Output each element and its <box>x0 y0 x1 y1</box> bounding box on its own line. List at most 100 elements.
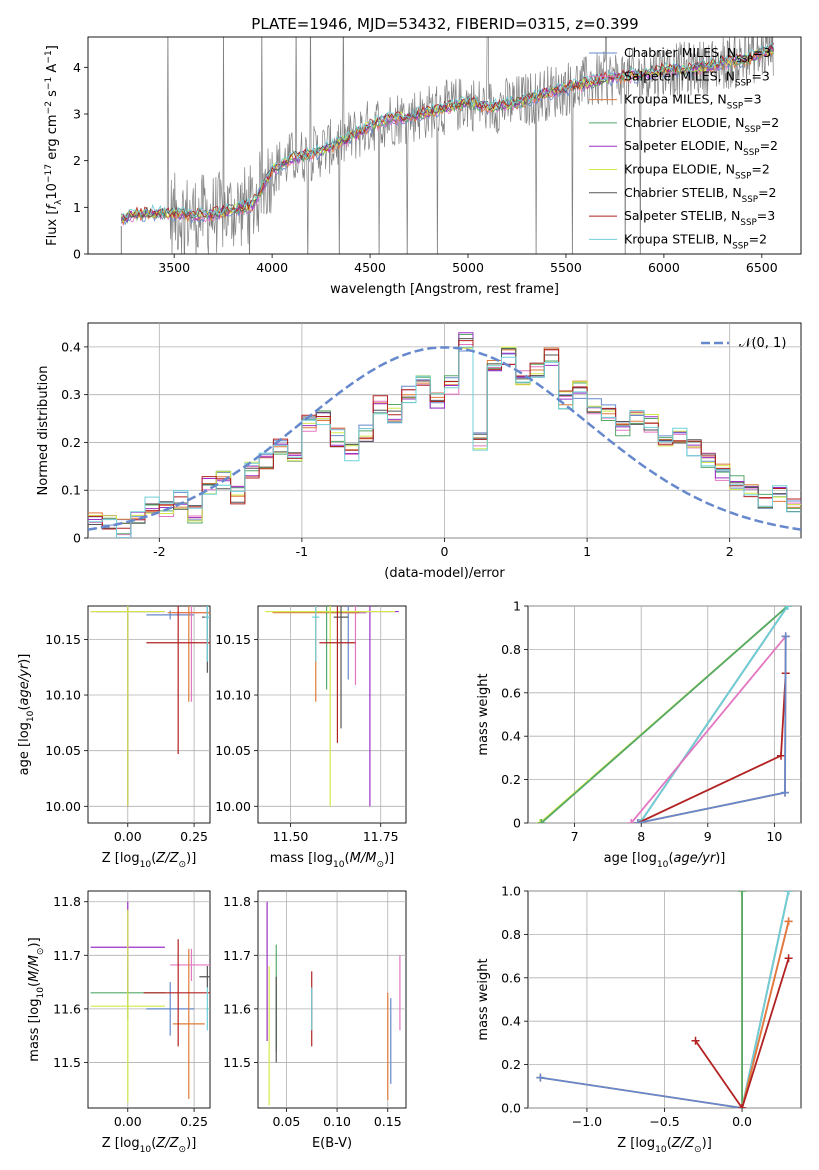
x-axis-label-part: )] <box>384 851 394 866</box>
y-tick-label: 0.6 <box>501 970 521 985</box>
y-tick-label: 0 <box>513 816 521 831</box>
x-tick-label: 3500 <box>158 260 190 275</box>
errorbar-point <box>146 606 210 755</box>
x-axis-label-part: )] <box>186 1136 196 1151</box>
x-axis-label-part: age/yr <box>674 851 717 866</box>
y-tick-label: 0.8 <box>501 927 521 942</box>
y-axis-label-part: )] <box>17 654 32 664</box>
legend-label-part: =2 <box>749 231 767 246</box>
x-axis-label-part: Z/Z <box>671 1136 695 1151</box>
x-tick-label: 0.25 <box>180 1114 208 1129</box>
y-axis-label-part: 10 <box>26 710 36 722</box>
legend-label-part: N <box>726 162 735 177</box>
x-axis-label-part: ( <box>151 1136 156 1151</box>
y-tick-label: 11.8 <box>53 894 81 909</box>
y-tick-label: 11.6 <box>223 1001 251 1016</box>
x-tick-label: 0.00 <box>114 1114 142 1129</box>
y-tick-label: 0.8 <box>501 642 521 657</box>
legend-label: Chabrier MILES, NSSP=3 <box>624 45 771 65</box>
legend-label: Salpeter STELIB, NSSP=3 <box>624 208 775 228</box>
mass-weight-marker <box>536 1073 545 1082</box>
y-axis-label-part: )] <box>27 937 42 947</box>
x-tick-label: 6500 <box>746 260 778 275</box>
x-axis-label-part: mass [log <box>270 851 333 866</box>
legend-label-part: =3 <box>757 208 775 223</box>
y-tick-label: 4 <box>73 60 81 75</box>
mass-weight-marker <box>781 632 790 641</box>
x-tick-label: 11.75 <box>363 829 399 844</box>
x-axis-label-part: Z [log <box>102 1136 140 1151</box>
weight_vs_Z-plot-area <box>536 891 793 1108</box>
legend-label-part: =2 <box>761 115 779 130</box>
legend-label-part: Salpeter MILES, <box>624 68 726 83</box>
legend-label-part: SSP <box>742 195 758 205</box>
spectrum-plot-area <box>120 37 774 254</box>
y-tick-label: 10.05 <box>45 743 81 758</box>
x-axis-label-part: )] <box>715 851 725 866</box>
y-axis-label-part: ⊙ <box>36 947 46 955</box>
errorbar-point <box>333 606 349 729</box>
x-tick-label: 4500 <box>354 260 386 275</box>
mass-weight-marker <box>633 819 642 823</box>
mass-weight-marker <box>777 751 786 760</box>
y-axis-label-part: mass weight <box>476 673 491 755</box>
gaussian-curve <box>88 346 801 531</box>
x-axis-label: Z [log10(Z/Z⊙)] <box>102 1136 197 1155</box>
y-tick-label: 0.6 <box>501 685 521 700</box>
legend-label-part: Salpeter ELODIE, <box>624 138 734 153</box>
y-tick-label: 0.4 <box>501 1014 521 1029</box>
x-axis-label-part: M/M <box>350 851 377 866</box>
errorbar-point <box>167 606 210 702</box>
x-tick-label: 9 <box>704 829 712 844</box>
legend-label: Salpeter MILES, NSSP=3 <box>624 68 770 88</box>
y-tick-label: 11.5 <box>223 1055 251 1070</box>
mass-weight-line <box>694 958 790 1108</box>
y-tick-label: 11.8 <box>223 894 251 909</box>
x-tick-label: 8 <box>637 829 645 844</box>
x-axis-label: Z [log10(Z/Z⊙)] <box>617 1136 712 1155</box>
x-axis-label-part: ( <box>345 851 350 866</box>
x-axis-label-part: ( <box>151 851 156 866</box>
axes-frame <box>87 36 802 255</box>
y-tick-label: 0 <box>73 531 81 546</box>
x-tick-label: 1 <box>583 544 591 559</box>
legend-label: Kroupa MILES, NSSP=3 <box>624 92 762 112</box>
legend-label-part: SSP <box>736 55 752 65</box>
mass-vs-ebv-panel: 0.05 0.10 0.15 11.5 11.6 11.7 11.8 E(B-V) <box>223 890 407 1151</box>
x-axis-label: mass [log10(M/M⊙)] <box>270 851 394 870</box>
y-tick-label: 11.5 <box>53 1055 81 1070</box>
y-tick-label: 11.6 <box>53 1001 81 1016</box>
x-tick-label: 10 <box>766 829 782 844</box>
mass-weight-line <box>540 606 789 823</box>
errorbar-point <box>143 939 210 1047</box>
x-tick-label: 6000 <box>648 260 680 275</box>
y-tick-label: 11.7 <box>223 948 251 963</box>
y-tick-label: 10.15 <box>45 632 81 647</box>
legend-label-part: =3 <box>751 68 769 83</box>
y-axis-label-part: −1 <box>44 77 54 90</box>
legend-label-part: =2 <box>760 138 778 153</box>
legend-label-part: SSP <box>732 241 748 251</box>
y-tick-label: 1 <box>73 200 81 215</box>
x-axis-label: wavelength [Angstrom, rest frame] <box>330 282 559 297</box>
y-tick-label: 0.1 <box>61 483 81 498</box>
x-axis-label-part: Z [log <box>102 851 140 866</box>
legend-label-part: N <box>723 231 732 246</box>
x-tick-label: 0.25 <box>180 829 208 844</box>
mass-weight-marker <box>738 1104 747 1108</box>
legend-label-part: SSP <box>740 218 756 228</box>
errorbar-point <box>204 606 210 662</box>
legend-label-part: Chabrier MILES, <box>624 45 727 60</box>
x-axis-label-part: age [log <box>604 851 657 866</box>
mass-weight-line <box>637 673 787 823</box>
mass_vs_Z-plot-area <box>90 901 210 1103</box>
y-axis-label-part: 10 <box>45 183 60 200</box>
mass-weight-line <box>630 635 787 823</box>
y-tick-label: 0 <box>73 247 81 262</box>
x-tick-label: 5500 <box>550 260 582 275</box>
mass-weight-marker <box>738 891 747 895</box>
x-tick-label: 0.0 <box>732 1114 752 1129</box>
x-tick-label: -2 <box>153 544 165 559</box>
